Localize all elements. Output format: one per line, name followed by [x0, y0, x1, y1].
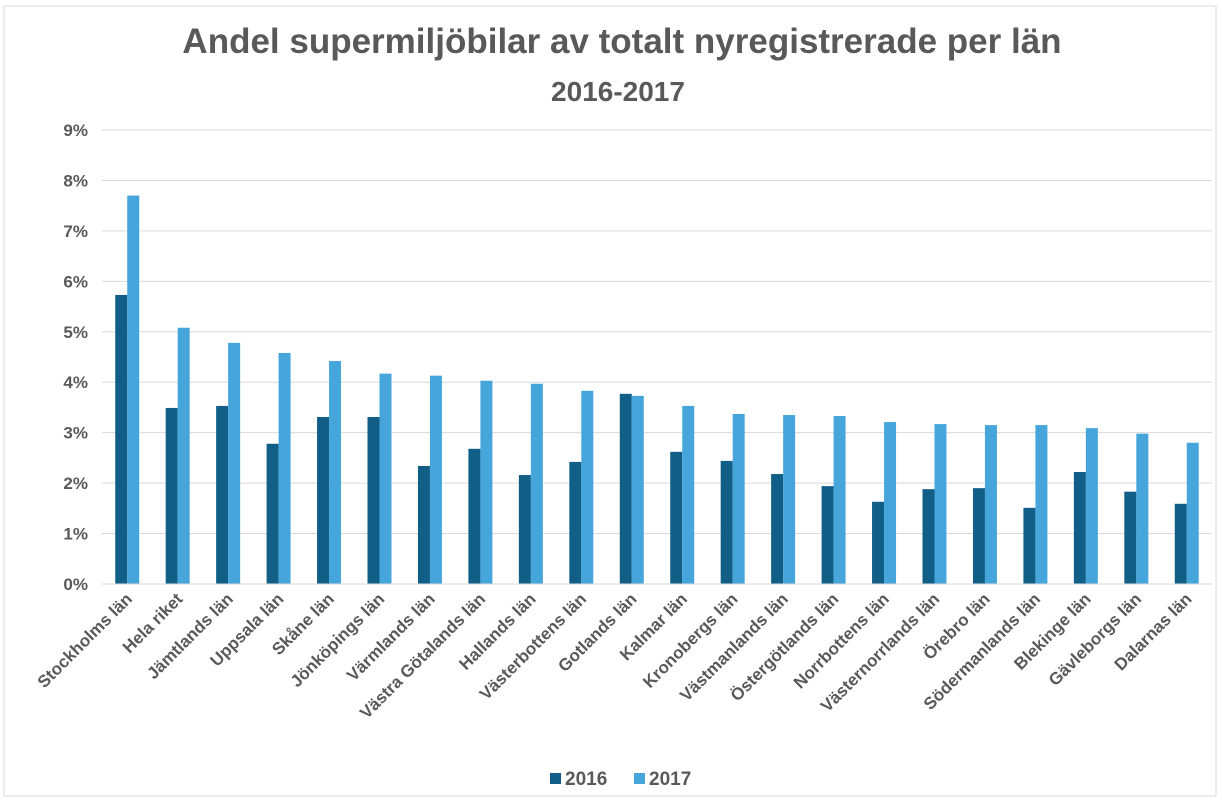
- y-tick-label: 9%: [63, 121, 88, 140]
- y-tick-label: 8%: [63, 171, 88, 190]
- bar: [569, 461, 582, 584]
- chart-border: [3, 5, 1217, 797]
- bar: [670, 451, 683, 584]
- bar: [1023, 507, 1036, 584]
- bar: [884, 422, 897, 584]
- bar: [1073, 472, 1086, 584]
- bar: [1186, 442, 1199, 584]
- bar: [367, 417, 380, 584]
- bar: [581, 390, 594, 584]
- legend-label: 2016: [565, 769, 607, 790]
- bar: [934, 424, 947, 584]
- bar: [1085, 428, 1098, 584]
- y-tick-label: 7%: [63, 222, 88, 241]
- chart-title: Andel supermiljöbilar av totalt nyregist…: [182, 22, 1061, 61]
- bar: [216, 405, 229, 584]
- y-tick-label: 4%: [63, 373, 88, 392]
- bar: [821, 486, 834, 584]
- bar: [329, 361, 342, 584]
- bar: [972, 488, 985, 584]
- bar: [771, 474, 784, 584]
- bar: [177, 327, 190, 584]
- y-tick-label: 1%: [63, 525, 88, 544]
- bar: [530, 383, 543, 584]
- bar: [429, 375, 442, 584]
- y-tick-label: 5%: [63, 323, 88, 342]
- bar: [468, 448, 481, 584]
- bar: [480, 380, 493, 584]
- bar: [783, 415, 796, 584]
- y-tick-label: 2%: [63, 474, 88, 493]
- bar: [266, 443, 279, 584]
- bar: [1035, 425, 1048, 584]
- bar: [317, 417, 330, 584]
- bar: [984, 425, 997, 584]
- bar: [872, 501, 885, 584]
- bar: [228, 342, 241, 584]
- bar: [115, 294, 128, 584]
- bar: [922, 489, 935, 584]
- legend-swatch: [550, 773, 561, 784]
- bar: [682, 405, 695, 584]
- legend-label: 2017: [649, 769, 691, 790]
- bar: [379, 373, 392, 584]
- bar: [720, 460, 733, 584]
- legend-swatch: [634, 773, 645, 784]
- bar: [1136, 433, 1149, 584]
- bar: [1174, 503, 1187, 584]
- bar: [732, 414, 745, 584]
- bar: [619, 393, 632, 584]
- y-tick-label: 0%: [63, 575, 88, 594]
- bar: [1124, 491, 1137, 584]
- chart-subtitle: 2016-2017: [551, 76, 685, 107]
- bar: [127, 195, 140, 585]
- bar: [631, 395, 644, 584]
- y-tick-label: 6%: [63, 272, 88, 291]
- bar: [518, 475, 531, 584]
- bar: [278, 352, 291, 584]
- bar: [833, 416, 846, 584]
- bar: [417, 465, 430, 584]
- bar: [165, 407, 178, 584]
- y-tick-label: 3%: [63, 424, 88, 443]
